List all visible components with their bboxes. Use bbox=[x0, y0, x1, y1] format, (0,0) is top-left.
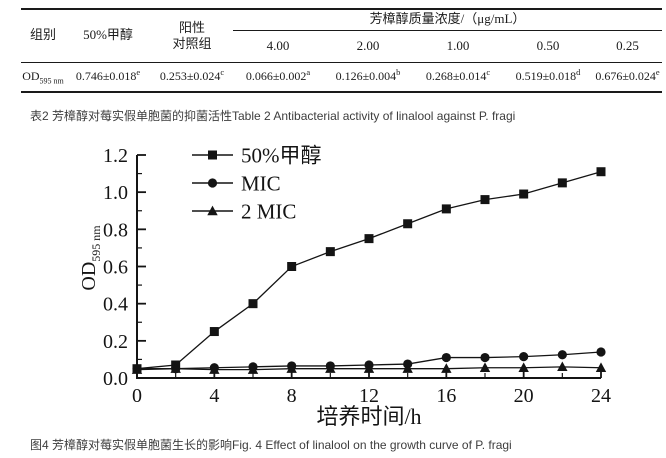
svg-text:1.2: 1.2 bbox=[103, 145, 128, 167]
x-axis-title: 培养时间/h bbox=[316, 404, 421, 429]
svg-text:24: 24 bbox=[591, 385, 611, 407]
series-square bbox=[132, 167, 606, 374]
od-value-methanol: 0.746±0.018e bbox=[75, 66, 141, 83]
header-conc-05: 0.50 bbox=[536, 37, 560, 53]
growth-curve-figure: 0.0 0.2 0.4 0.6 0.8 1.0 1.2 0 4 8 12 16 20 24 培养时间/h OD… bbox=[0, 128, 666, 434]
svg-text:0.4: 0.4 bbox=[103, 294, 128, 316]
svg-text:0.8: 0.8 bbox=[103, 219, 128, 241]
svg-text:50%甲醇: 50%甲醇 bbox=[241, 144, 322, 168]
header-methanol: 50%甲醇 bbox=[83, 27, 133, 43]
svg-text:OD595 nm: OD595 nm bbox=[78, 225, 103, 291]
row-label-od: OD595 nm bbox=[22, 68, 64, 86]
svg-text:2 MIC: 2 MIC bbox=[241, 200, 296, 224]
svg-text:0.2: 0.2 bbox=[103, 331, 128, 353]
svg-text:12: 12 bbox=[359, 385, 379, 407]
legend: 50%甲醇 MIC 2 MIC bbox=[192, 144, 322, 224]
table-header-row-1: 组别 50%甲醇 阳性 对照组 芳樟醇质量浓度/（μg/mL） bbox=[21, 9, 663, 51]
header-group: 组别 bbox=[29, 27, 56, 43]
table-header-row-2: 4.00 2.00 1.00 0.50 0.25 bbox=[21, 30, 663, 62]
header-linalool-concentration: 芳樟醇质量浓度/（μg/mL） bbox=[233, 9, 663, 31]
header-positive-control: 阳性 对照组 bbox=[151, 9, 233, 62]
svg-text:4: 4 bbox=[209, 385, 219, 407]
svg-text:MIC: MIC bbox=[241, 172, 281, 196]
table-row-od: OD595 nm 0.746±0.018e 0.253±0.024c 0.066… bbox=[21, 62, 662, 92]
series-triangle bbox=[131, 361, 607, 374]
svg-text:1.0: 1.0 bbox=[103, 182, 128, 204]
svg-text:0.6: 0.6 bbox=[103, 257, 128, 279]
table-caption: 表2 芳樟醇对莓实假单胞菌的抑菌活性Table 2 Antibacterial … bbox=[30, 109, 516, 123]
axes bbox=[136, 154, 602, 379]
tick-labels: 0.0 0.2 0.4 0.6 0.8 1.0 1.2 0 4 8 12 16 20 24 bbox=[103, 145, 611, 407]
svg-text:0: 0 bbox=[132, 385, 142, 407]
figure-caption: 图4 芳樟醇对莓实假单胞菌生长的影响Fig. 4 Effect of linal… bbox=[30, 438, 512, 452]
header-conc-4: 4.00 bbox=[266, 37, 290, 53]
od-value-conc-2: 0.126±0.004b bbox=[335, 66, 401, 83]
svg-text:16: 16 bbox=[436, 385, 456, 407]
header-conc-2: 2.00 bbox=[356, 37, 380, 53]
od-value-conc-1: 0.268±0.014c bbox=[425, 66, 491, 83]
header-conc-1: 1.00 bbox=[446, 37, 470, 53]
header-conc-025: 0.25 bbox=[616, 37, 639, 53]
od-value-conc-025: 0.676±0.024e bbox=[595, 66, 660, 83]
header-positive-line2: 对照组 bbox=[172, 35, 212, 51]
svg-text:20: 20 bbox=[514, 385, 534, 407]
antibacterial-table: 组别 50%甲醇 阳性 对照组 芳樟醇质量浓度/（μg/mL） 4.00 2.0… bbox=[21, 8, 663, 93]
svg-text:0.0: 0.0 bbox=[103, 368, 128, 390]
y-axis-title: OD595 nm bbox=[78, 225, 103, 291]
od-value-conc-05: 0.519±0.018d bbox=[515, 66, 581, 83]
od-value-conc-4: 0.066±0.002a bbox=[245, 66, 311, 83]
svg-text:8: 8 bbox=[287, 385, 297, 407]
header-positive-line1: 阳性 bbox=[178, 20, 205, 36]
growth-curve-chart: 0.0 0.2 0.4 0.6 0.8 1.0 1.2 0 4 8 12 16 20 24 培养时间/h OD… bbox=[78, 144, 611, 430]
od-value-positive: 0.253±0.024c bbox=[159, 66, 225, 83]
